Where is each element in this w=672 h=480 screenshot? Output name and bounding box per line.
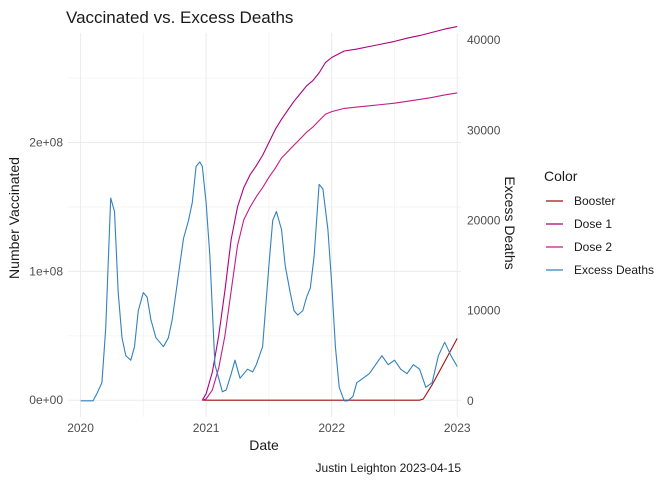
y-right-axis-title: Excess Deaths	[502, 176, 518, 269]
legend-label-excess-deaths: Excess Deaths	[574, 263, 654, 277]
series-line-dose-1	[201, 26, 458, 401]
x-tick-label: 2021	[193, 421, 220, 435]
series-line-excess-deaths	[80, 161, 458, 402]
x-tick-label: 2023	[444, 421, 471, 435]
x-tick-labels: 2020 2021 2022 2023	[67, 421, 471, 435]
chart-title: Vaccinated vs. Excess Deaths	[66, 8, 293, 27]
legend: Color Booster Dose 1 Dose 2 Excess Deaths	[544, 168, 654, 277]
y-right-tick-labels: 0 10000 20000 30000 40000	[467, 33, 501, 408]
x-axis-title: Date	[249, 437, 279, 453]
legend-label-booster: Booster	[574, 194, 615, 208]
grid	[68, 33, 461, 417]
y-right-tick-label: 40000	[467, 33, 501, 47]
y-left-axis-title: Number Vaccinated	[6, 157, 22, 279]
y-right-tick-label: 10000	[467, 304, 501, 318]
series-lines	[80, 26, 458, 402]
series-line-booster	[202, 338, 458, 401]
series-line-dose-2	[202, 92, 458, 401]
caption: Justin Leighton 2023-04-15	[316, 461, 462, 475]
legend-label-dose-1: Dose 1	[574, 217, 612, 231]
x-tick-label: 2020	[67, 421, 94, 435]
y-left-tick-labels: 0e+00 1e+08 2e+08	[29, 136, 63, 408]
y-right-tick-label: 0	[467, 394, 474, 408]
legend-title: Color	[544, 168, 578, 184]
y-right-tick-label: 30000	[467, 123, 501, 137]
x-tick-label: 2022	[318, 421, 345, 435]
y-left-tick-label: 1e+08	[29, 264, 63, 278]
y-right-tick-label: 20000	[467, 213, 501, 227]
y-left-tick-label: 0e+00	[29, 393, 63, 407]
y-left-tick-label: 2e+08	[29, 136, 63, 150]
legend-label-dose-2: Dose 2	[574, 240, 612, 254]
